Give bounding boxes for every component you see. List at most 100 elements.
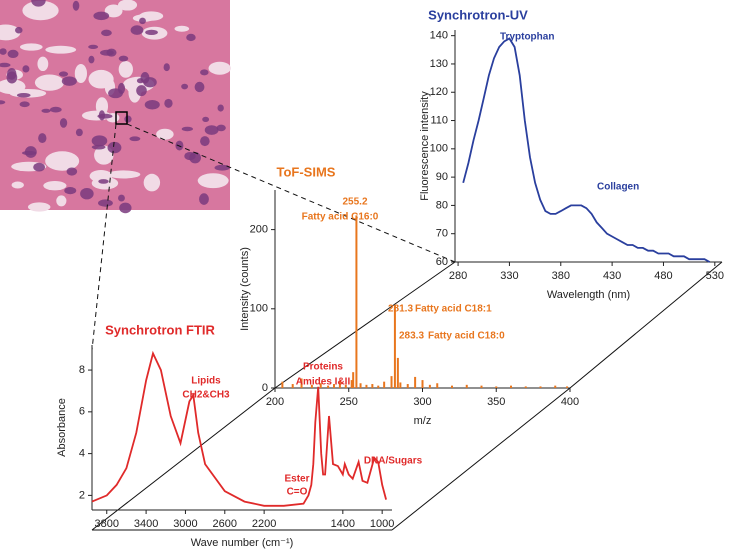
tissue-gap [0,24,21,41]
cell-nucleus [181,83,189,90]
cell-nucleus [101,29,112,37]
annotation: Fatty acid C16:0 [302,212,379,223]
tissue-gap [56,195,67,207]
tissue-gap [45,151,80,171]
cell-nucleus [88,55,95,64]
x-axis-label: Wavelength (nm) [547,289,630,301]
cell-nucleus [216,124,226,132]
annotation: Fatty acid C18:1 [415,304,492,315]
chart-title: Synchrotron FTIR [105,322,215,337]
x-axis-label: Wave number (cm⁻¹) [191,537,294,549]
cell-nucleus [0,48,7,55]
spectrum-line [91,350,387,507]
annotation: Ester [284,474,309,485]
cell-nucleus [16,92,31,98]
tissue-gap [106,170,141,179]
y-tick-label: 120 [430,86,448,98]
x-tick-label: 430 [603,270,621,282]
cell-nucleus [72,0,80,11]
x-tick-label: 280 [449,270,467,282]
y-tick-label: 100 [250,303,268,315]
cell-nucleus [64,187,77,195]
chart-title: Synchrotron-UV [428,7,528,22]
cell-nucleus [75,128,83,137]
annotation: DNA/Sugars [364,456,423,467]
tissue-gap [156,128,174,140]
cell-nucleus [15,26,23,34]
tissue-gap [174,25,190,32]
x-tick-label: 1400 [331,518,355,530]
x-tick-label: 250 [340,396,358,408]
tissue-gap [37,56,49,72]
annotation: C=O [287,487,308,498]
cell-nucleus [91,144,106,150]
annotation: Tryptophan [500,32,554,43]
x-tick-label: 380 [552,270,570,282]
annotation: Lipids [191,376,221,387]
cell-nucleus [0,62,11,68]
tissue-gap [104,4,123,18]
cell-nucleus [61,76,77,86]
y-tick-label: 70 [436,228,448,240]
y-axis-label: Intensity (counts) [239,247,251,331]
x-tick-label: 400 [561,396,579,408]
x-tick-label: 300 [413,396,431,408]
annotation: 255.2 [342,197,367,208]
annotation: Fatty acid C18:0 [428,331,505,342]
tissue-gap [0,79,26,95]
cell-nucleus [129,136,141,142]
cell-nucleus [66,167,78,176]
y-tick-label: 60 [436,256,448,268]
x-tick-label: 200 [266,396,284,408]
tissue-gap [11,181,24,189]
cell-nucleus [41,108,51,113]
cell-nucleus [200,69,209,76]
cell-nucleus [163,63,170,72]
cell-nucleus [144,100,160,110]
cell-nucleus [59,118,68,128]
cell-nucleus [38,133,47,144]
region-marker [115,111,128,125]
cell-nucleus [58,71,69,77]
y-axis-label: Absorbance [56,398,68,457]
y-tick-label: 200 [250,224,268,236]
tissue-gap [45,45,77,54]
tissue-gap [88,69,114,89]
tissue-gap [208,61,231,75]
cell-nucleus [217,104,224,112]
cell-nucleus [100,49,114,56]
x-tick-label: 2600 [213,518,237,530]
annotation: 283.3 [399,331,424,342]
y-tick-label: 130 [430,58,448,70]
cell-nucleus [139,17,146,25]
cell-nucleus [145,29,158,36]
tissue-gap [43,181,67,191]
tissue-gap [118,60,133,78]
histology-image [0,0,231,214]
annotation: 281.3 [388,304,413,315]
cell-nucleus [214,164,230,171]
tissue-gap [118,0,138,11]
frame-line [274,261,456,389]
cell-nucleus [7,49,19,59]
zoom-line [91,123,117,351]
cell-nucleus [88,44,99,50]
cell-nucleus [199,193,209,205]
x-tick-label: 350 [487,396,505,408]
tissue-background [0,0,230,210]
x-tick-label: 1000 [370,518,394,530]
cell-nucleus [107,141,122,154]
tissue-gap [19,43,43,51]
x-tick-label: 330 [500,270,518,282]
cell-nucleus [130,25,144,35]
cell-nucleus [189,152,201,164]
cell-nucleus [91,135,108,147]
x-tick-label: 530 [706,270,724,282]
y-tick-label: 4 [79,448,85,460]
x-tick-label: 3800 [95,518,119,530]
y-tick-label: 90 [436,171,448,183]
cell-nucleus [118,194,125,202]
annotation: Collagen [597,182,639,193]
y-axis-label: Fluorescence intensity [419,91,431,201]
cell-nucleus [108,88,123,99]
